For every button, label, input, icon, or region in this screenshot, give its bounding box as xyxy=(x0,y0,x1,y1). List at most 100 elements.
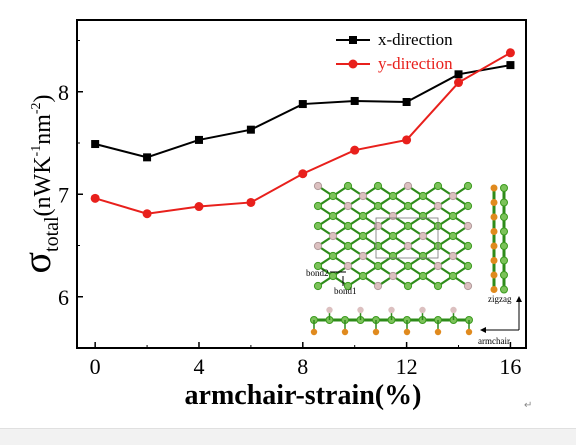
atom xyxy=(463,281,473,291)
atom-side xyxy=(372,328,380,336)
atom xyxy=(500,213,508,221)
zigzag-arrowhead xyxy=(516,296,522,302)
atom xyxy=(388,271,398,281)
atom xyxy=(328,191,338,201)
atom xyxy=(433,201,443,211)
y-axis: 6 7 8 xyxy=(58,40,83,310)
atom-side xyxy=(357,306,364,314)
atom xyxy=(463,261,473,271)
atom xyxy=(358,271,368,281)
data-point-x-direction xyxy=(91,140,100,149)
atom xyxy=(313,201,323,211)
legend-label-y: y-direction xyxy=(378,54,453,73)
data-point-x-direction xyxy=(350,96,359,105)
atom xyxy=(358,211,368,221)
data-point-y-direction xyxy=(90,193,100,203)
atom xyxy=(373,241,383,251)
series-layer xyxy=(90,48,515,219)
atom-orange xyxy=(490,199,498,206)
atom xyxy=(358,251,368,261)
data-point-x-direction xyxy=(402,98,411,106)
atom-side xyxy=(419,306,426,314)
atom xyxy=(463,221,473,231)
y-tick-label: 6 xyxy=(58,285,69,310)
atom-side xyxy=(403,328,411,336)
atom-orange xyxy=(490,286,498,293)
atom xyxy=(433,181,443,191)
atom xyxy=(343,221,353,231)
atom xyxy=(358,231,368,241)
atom xyxy=(500,285,508,294)
atom xyxy=(343,261,353,271)
x-axis: 0 4 8 12 16 xyxy=(90,342,521,379)
atom xyxy=(328,251,338,261)
y-axis-symbol: σ xyxy=(14,252,59,274)
legend-marker-y xyxy=(348,59,358,69)
atom xyxy=(418,191,428,201)
data-point-x-direction xyxy=(454,70,463,79)
data-point-x-direction xyxy=(194,135,203,144)
atom xyxy=(343,281,353,291)
structure-inset: bond2 bond1 zigzag armchair xyxy=(304,178,522,346)
atom-side xyxy=(465,328,473,336)
x-tick-label: 4 xyxy=(193,354,204,379)
atom-side xyxy=(388,306,395,314)
atom xyxy=(388,211,398,221)
legend: x-direction y-direction xyxy=(336,30,453,73)
atom xyxy=(313,221,323,231)
atom xyxy=(313,181,323,191)
atom xyxy=(403,281,413,291)
x-tick-label: 0 xyxy=(90,354,101,379)
atom xyxy=(448,271,458,281)
y-tick-label: 8 xyxy=(58,80,69,105)
legend-label-x: x-direction xyxy=(378,30,453,49)
atom xyxy=(343,241,353,251)
x-tick-label: 16 xyxy=(499,354,521,379)
atom xyxy=(343,201,353,211)
atom xyxy=(373,221,383,231)
atom xyxy=(403,221,413,231)
data-point-y-direction xyxy=(298,169,308,179)
legend-marker-x xyxy=(349,36,357,44)
atom xyxy=(500,256,508,265)
atom xyxy=(500,242,508,250)
atom xyxy=(448,211,458,221)
atom xyxy=(418,231,428,241)
atom-side xyxy=(326,306,333,314)
data-point-y-direction xyxy=(505,48,515,58)
atom xyxy=(328,211,338,221)
atom xyxy=(388,231,398,241)
y-axis-unit-close: ) xyxy=(30,94,56,102)
data-point-y-direction xyxy=(402,135,412,145)
armchair-label: armchair xyxy=(478,336,510,346)
data-point-y-direction xyxy=(246,197,256,207)
atom-side xyxy=(341,328,349,336)
unit-cell-box xyxy=(375,217,439,259)
zigzag-label: zigzag xyxy=(488,294,512,304)
atom xyxy=(403,181,413,191)
atom xyxy=(463,181,473,191)
atom xyxy=(500,271,508,279)
atom xyxy=(358,191,368,201)
bottom-strip xyxy=(0,428,576,445)
atom xyxy=(448,191,458,201)
atom xyxy=(328,271,338,281)
atom xyxy=(328,231,338,241)
y-axis-sup1: -1 xyxy=(29,145,44,157)
atom-orange xyxy=(490,257,498,264)
y-axis-label: σtotal(nWK-1nm-2) xyxy=(14,94,63,273)
atom-orange xyxy=(490,213,498,221)
atom xyxy=(343,181,353,191)
atom xyxy=(373,181,383,191)
x-tick-label: 12 xyxy=(396,354,418,379)
atom xyxy=(418,251,428,261)
atom xyxy=(433,261,443,271)
atom xyxy=(448,251,458,261)
plot-frame xyxy=(76,19,527,349)
atom-side xyxy=(450,306,457,314)
atom xyxy=(463,201,473,211)
legend-entry-y: y-direction xyxy=(336,54,453,73)
atom-side xyxy=(310,328,318,336)
data-point-x-direction xyxy=(143,153,152,162)
data-point-x-direction xyxy=(246,125,255,134)
